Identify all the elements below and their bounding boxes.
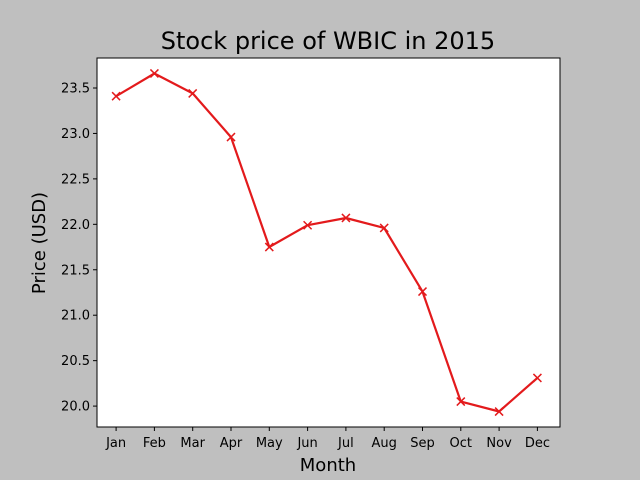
data-point-marker — [111, 91, 121, 101]
y-tick-label: 23.0 — [61, 127, 90, 142]
data-point-marker — [188, 88, 198, 98]
x-axis-label: Month — [300, 455, 356, 476]
x-tick-label: Dec — [525, 436, 550, 451]
y-tick-label: 21.5 — [61, 263, 90, 278]
x-tick-label: Jan — [105, 436, 126, 451]
data-point-marker — [341, 213, 351, 223]
y-tick-label: 20.0 — [61, 400, 90, 415]
y-tick-label: 22.5 — [61, 172, 90, 187]
x-tick-label: Apr — [220, 436, 243, 451]
y-tick-label: 20.5 — [61, 354, 90, 369]
data-point-marker — [379, 223, 389, 233]
x-tick-label: Jul — [337, 436, 354, 451]
series-line — [115, 72, 539, 413]
x-tick-label: May — [256, 436, 283, 451]
x-tick-label: Sep — [410, 436, 435, 451]
y-axis-label: Price (USD) — [29, 192, 50, 294]
data-point-marker — [494, 407, 504, 417]
data-point-marker — [532, 373, 542, 383]
data-point-marker — [264, 242, 274, 252]
x-tick-label: Feb — [143, 436, 166, 451]
x-tick-label: Nov — [486, 436, 512, 451]
data-point-marker — [303, 220, 313, 230]
plot-area — [96, 57, 561, 428]
chart-title: Stock price of WBIC in 2015 — [161, 27, 495, 55]
x-tick-label: Mar — [180, 436, 205, 451]
x-tick-label: Aug — [372, 436, 397, 451]
x-tick-label: Oct — [450, 436, 472, 451]
y-tick-label: 22.0 — [61, 218, 90, 233]
data-point-marker — [456, 397, 466, 407]
y-tick-label: 21.0 — [61, 309, 90, 324]
data-point-marker — [417, 287, 428, 297]
y-tick-label: 23.5 — [61, 81, 90, 96]
data-point-marker — [149, 68, 159, 78]
data-point-marker — [226, 132, 236, 142]
x-tick-label: Jun — [296, 436, 317, 451]
